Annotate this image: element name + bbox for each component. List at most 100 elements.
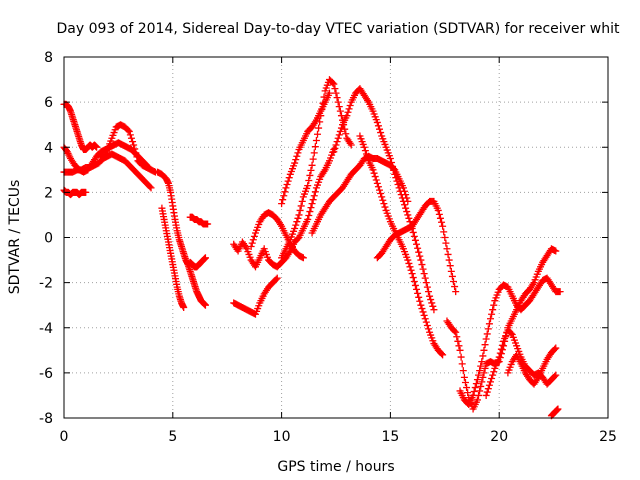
data-point	[411, 236, 419, 244]
data-point	[296, 206, 304, 214]
data-point	[312, 136, 320, 144]
data-point	[409, 228, 417, 236]
data-point	[280, 192, 288, 200]
data-point	[250, 232, 258, 240]
data-point	[456, 346, 464, 354]
data-point	[204, 220, 212, 228]
data-point	[397, 191, 405, 199]
data-point	[299, 254, 307, 262]
data-point	[331, 85, 339, 93]
data-point	[429, 302, 437, 310]
data-point	[272, 275, 280, 283]
data-point	[406, 263, 414, 271]
data-point	[304, 215, 312, 223]
series-pass-6	[154, 168, 209, 309]
data-point	[332, 89, 340, 97]
x-tick-label: 5	[168, 429, 177, 445]
data-point	[314, 130, 322, 138]
data-point	[455, 342, 463, 350]
data-point	[481, 341, 489, 349]
series-pass-18	[373, 197, 460, 296]
data-point	[336, 107, 344, 115]
y-tick-label: -8	[39, 411, 53, 427]
chart-title: Day 093 of 2014, Sidereal Day-to-day VTE…	[57, 21, 620, 37]
data-point	[414, 244, 422, 252]
series-pass-17	[356, 132, 447, 359]
data-point	[554, 405, 562, 413]
data-point	[292, 221, 300, 229]
data-point	[450, 277, 458, 285]
data-point	[482, 391, 490, 399]
data-point	[473, 376, 481, 384]
data-point	[381, 203, 389, 211]
data-point	[404, 256, 412, 264]
data-point	[498, 341, 506, 349]
data-point	[410, 277, 418, 285]
data-point	[440, 228, 448, 236]
data-point	[282, 184, 290, 192]
data-point	[392, 174, 400, 182]
data-point	[418, 305, 426, 313]
data-point	[453, 333, 461, 341]
data-point	[278, 200, 286, 208]
y-tick-label: 8	[44, 50, 53, 66]
x-tick-label: 0	[60, 429, 69, 445]
data-point	[489, 306, 497, 314]
series-pass-7	[158, 204, 188, 311]
data-point	[309, 155, 317, 163]
data-point	[373, 179, 381, 187]
data-point	[130, 141, 138, 149]
data-point	[364, 153, 372, 161]
data-point	[461, 378, 469, 386]
data-point	[438, 350, 446, 358]
data-point	[417, 256, 425, 264]
data-point	[460, 373, 468, 381]
data-point	[127, 134, 135, 142]
data-point	[484, 325, 492, 333]
data-point	[489, 371, 497, 379]
data-point	[463, 384, 471, 392]
data-point	[416, 297, 424, 305]
data-point	[471, 384, 479, 392]
data-point	[294, 149, 302, 157]
data-point	[409, 274, 417, 282]
data-point	[451, 327, 459, 335]
data-point	[420, 270, 428, 278]
data-point	[293, 152, 301, 160]
x-tick-label: 15	[381, 429, 399, 445]
data-point	[507, 329, 515, 337]
data-point	[386, 155, 394, 163]
data-point	[497, 345, 505, 353]
data-point	[308, 161, 316, 169]
x-tick-label: 25	[599, 429, 617, 445]
data-point	[380, 200, 388, 208]
data-point	[452, 328, 460, 336]
data-point	[413, 240, 421, 248]
data-point	[82, 188, 90, 196]
data-point	[451, 283, 459, 291]
data-point	[496, 349, 504, 357]
data-point	[399, 197, 407, 205]
data-point	[310, 192, 318, 200]
data-point	[442, 239, 450, 247]
y-tick-label: 6	[44, 95, 53, 111]
data-point	[298, 197, 306, 205]
data-point	[125, 127, 133, 135]
data-point	[315, 124, 323, 132]
data-point	[411, 281, 419, 289]
data-point	[347, 141, 355, 149]
data-point	[401, 201, 409, 209]
data-point	[133, 153, 141, 161]
data-point	[330, 148, 338, 156]
data-point	[360, 143, 368, 151]
data-point	[419, 265, 427, 273]
series-pass-4	[60, 150, 155, 192]
data-point	[551, 372, 559, 380]
data-point	[427, 296, 435, 304]
data-point	[434, 206, 442, 214]
data-point	[395, 184, 403, 192]
data-point	[552, 247, 560, 255]
data-point	[478, 378, 486, 386]
data-point	[457, 353, 465, 361]
